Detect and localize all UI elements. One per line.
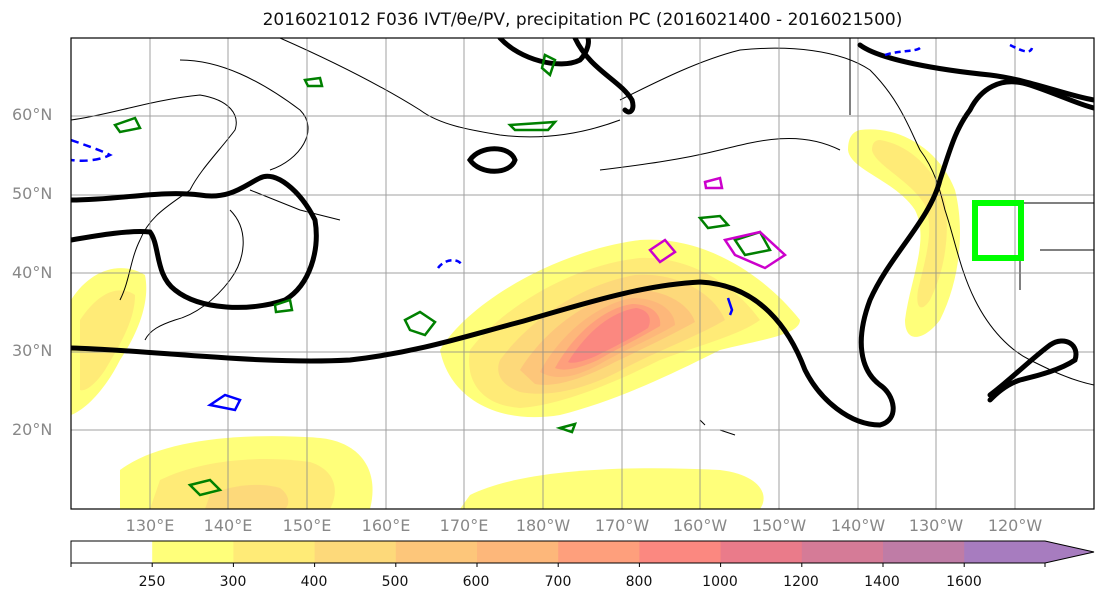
colorbar-segments bbox=[71, 541, 1094, 563]
lat-label-20n: 20°N bbox=[12, 420, 53, 439]
theta-e-north-contour-1 bbox=[497, 38, 591, 67]
theta-e-southeast-contour bbox=[987, 338, 1079, 403]
gridlines bbox=[71, 38, 1094, 509]
colorbar bbox=[70, 540, 1095, 567]
lat-label-60n: 60°N bbox=[12, 105, 53, 124]
coastlines bbox=[71, 38, 1094, 436]
pv-neg-contour-2 bbox=[436, 259, 464, 269]
pv-neg-contour-4 bbox=[1009, 43, 1034, 53]
colorbar-label-700: 700 bbox=[544, 574, 572, 590]
lon-label-120w: 120°W bbox=[987, 516, 1043, 535]
lon-label-150w: 150°W bbox=[751, 516, 807, 535]
colorbar-label-300: 300 bbox=[219, 574, 247, 590]
okhotsk-coastline bbox=[179, 59, 309, 171]
lat-label-50n: 50°N bbox=[12, 184, 53, 203]
colorbar-segment bbox=[152, 541, 234, 563]
pv-contour-2 bbox=[273, 298, 294, 314]
theta-e-arctic-contour bbox=[857, 42, 1094, 103]
lon-label-150e: 150°E bbox=[282, 516, 332, 535]
colorbar-label-500: 500 bbox=[381, 574, 409, 590]
pv-extra-contour-1 bbox=[648, 238, 677, 264]
aleutian-chain bbox=[599, 137, 841, 171]
colorbar-segment bbox=[883, 541, 965, 563]
theta-e-contour bbox=[71, 38, 1094, 428]
japan-coastline bbox=[144, 209, 244, 341]
colorbar-segment bbox=[801, 541, 884, 563]
pv-contour-9 bbox=[303, 76, 324, 88]
pv-extra-contour-2 bbox=[722, 230, 788, 270]
lon-label-180w: 180°W bbox=[515, 516, 571, 535]
theta-e-north-contour-2 bbox=[572, 38, 636, 115]
pv-contour-1 bbox=[403, 310, 437, 337]
lon-label-160w: 160°W bbox=[672, 516, 728, 535]
map-plot-area bbox=[71, 38, 1094, 509]
pv-contours bbox=[71, 43, 1034, 497]
lon-label-170w: 170°W bbox=[594, 516, 650, 535]
colorbar-segment bbox=[720, 541, 803, 563]
colorbar-label-1600: 1600 bbox=[946, 574, 982, 590]
pv-extra-contour-3 bbox=[703, 176, 724, 190]
colorbar-segment bbox=[639, 541, 722, 563]
bering-coastline bbox=[279, 38, 621, 138]
pv-neg-contour-6 bbox=[726, 297, 734, 316]
lon-label-130w: 130°W bbox=[908, 516, 964, 535]
kuril-islands bbox=[249, 189, 341, 221]
colorbar-segment bbox=[314, 541, 397, 563]
theta-e-closed-contour bbox=[466, 146, 518, 174]
north-america-coastline bbox=[619, 47, 1094, 386]
lon-label-130e: 130°E bbox=[125, 516, 175, 535]
figure-title: 2016021012 F036 IVT/θe/PV, precipitation… bbox=[262, 10, 903, 30]
lon-label-140w: 140°W bbox=[830, 516, 886, 535]
pv-contour-8 bbox=[555, 422, 578, 434]
ivt-band-south-east-250 bbox=[460, 468, 764, 509]
ivt-band-south-400 bbox=[205, 484, 289, 509]
lon-label-160e: 160°E bbox=[361, 516, 411, 535]
lon-label-140e: 140°E bbox=[203, 516, 253, 535]
ivt-band-west-300 bbox=[80, 290, 135, 391]
colorbar-segment bbox=[477, 541, 559, 563]
colorbar-segment bbox=[558, 541, 640, 563]
colorbar-segment bbox=[395, 541, 478, 563]
colorbar-label-1400: 1400 bbox=[864, 574, 900, 590]
ivt-band-south-300 bbox=[150, 459, 335, 509]
colorbar-label-800: 800 bbox=[625, 574, 653, 590]
colorbar-segment bbox=[233, 541, 316, 563]
asia-coastline bbox=[71, 94, 237, 301]
colorbar-label-1000: 1000 bbox=[702, 574, 738, 590]
pv-neg-contour-5 bbox=[206, 393, 242, 412]
pv-contour-5 bbox=[697, 214, 731, 230]
lat-label-30n: 30°N bbox=[12, 341, 53, 360]
colorbar-segment bbox=[964, 541, 1094, 563]
colorbar-label-1200: 1200 bbox=[783, 574, 819, 590]
colorbar-label-250: 250 bbox=[138, 574, 166, 590]
pv-neg-contour-1 bbox=[71, 138, 113, 163]
ivt-band-coast-300 bbox=[872, 140, 947, 308]
lon-label-170e: 170°E bbox=[439, 516, 489, 535]
lat-label-40n: 40°N bbox=[12, 263, 53, 282]
pv-contour-4 bbox=[507, 120, 558, 132]
ivt-band-main-800 bbox=[568, 308, 650, 363]
pv-neg-contour-3 bbox=[884, 46, 921, 57]
colorbar-outline bbox=[70, 540, 1095, 564]
pv-contour-10 bbox=[540, 53, 557, 78]
map-frame bbox=[70, 37, 1095, 510]
theta-e-main-contour bbox=[71, 79, 1094, 428]
pv-contour-3 bbox=[113, 116, 142, 134]
theta-e-west-contour bbox=[71, 173, 319, 310]
pv-contour-7 bbox=[187, 478, 223, 497]
target-region-box bbox=[972, 200, 1024, 261]
colorbar-ticks bbox=[70, 563, 1046, 567]
colorbar-label-400: 400 bbox=[300, 574, 328, 590]
colorbar-segment bbox=[71, 541, 153, 563]
hawaii-islands bbox=[699, 419, 736, 436]
colorbar-label-600: 600 bbox=[462, 574, 490, 590]
